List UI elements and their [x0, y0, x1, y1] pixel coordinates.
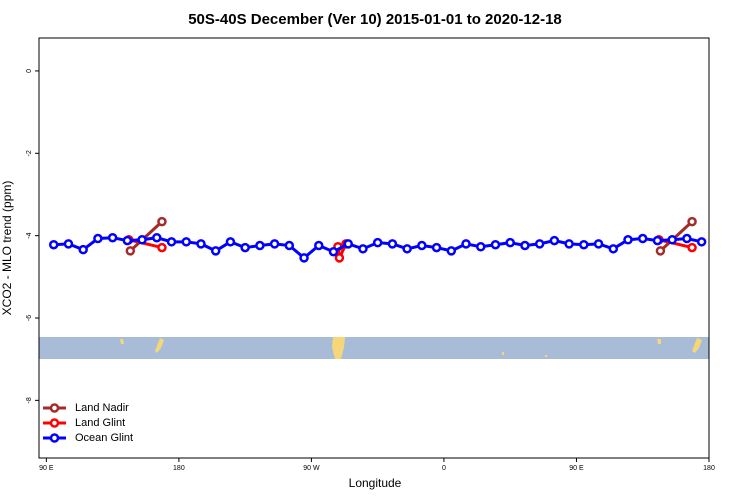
- point: [196, 239, 206, 249]
- x-tick-label: 180: [173, 465, 185, 472]
- point: [314, 240, 324, 251]
- series-line: [129, 220, 163, 252]
- point: [696, 237, 707, 247]
- y-tick-label: -4: [26, 232, 33, 238]
- legend-marker: [49, 418, 60, 428]
- point: [687, 242, 697, 253]
- chart-title: 50S-40S December (Ver 10) 2015-01-01 to …: [188, 11, 562, 28]
- y-tick-label: -2: [26, 150, 33, 156]
- point: [387, 239, 398, 249]
- point: [446, 246, 457, 256]
- point: [137, 235, 147, 245]
- point: [637, 233, 648, 244]
- point: [372, 237, 383, 248]
- legend-label: Land Glint: [75, 417, 125, 429]
- point: [417, 240, 427, 251]
- point: [431, 242, 442, 253]
- point: [623, 235, 633, 245]
- point: [358, 244, 368, 254]
- point: [48, 239, 59, 250]
- point: [78, 244, 88, 255]
- point: [122, 235, 133, 246]
- point: [549, 235, 560, 246]
- x-tick-label: 90 E: [39, 465, 54, 472]
- point: [125, 246, 136, 256]
- point: [210, 246, 221, 256]
- legend-label: Land Nadir: [75, 402, 129, 414]
- point: [652, 235, 663, 246]
- y-tick-label: -6: [26, 315, 33, 321]
- point: [157, 242, 167, 253]
- point: [579, 239, 589, 250]
- point: [152, 232, 162, 243]
- point: [461, 239, 471, 249]
- point: [655, 246, 666, 256]
- x-axis-label: Longitude: [349, 476, 402, 490]
- point: [157, 216, 167, 227]
- point: [299, 253, 309, 263]
- point: [520, 240, 530, 251]
- point: [269, 239, 280, 249]
- x-tick-label: 90 E: [569, 465, 584, 472]
- map-strip: [39, 337, 709, 359]
- point: [490, 239, 501, 250]
- legend-marker: [49, 433, 60, 443]
- y-axis-label: XCO2 - MLO trend (ppm): [0, 181, 14, 316]
- x-tick-label: 0: [442, 465, 446, 472]
- point: [402, 244, 412, 254]
- point: [534, 239, 545, 249]
- x-tick-label: 90 W: [303, 465, 320, 472]
- legend-label: Ocean Glint: [75, 432, 133, 444]
- y-tick-label: -8: [26, 397, 33, 403]
- point: [564, 239, 574, 249]
- legend-marker: [49, 403, 60, 413]
- plot-frame: [38, 37, 710, 459]
- point: [476, 242, 486, 252]
- point: [343, 239, 353, 249]
- point: [687, 216, 697, 227]
- point: [328, 246, 339, 257]
- point: [682, 233, 692, 244]
- point: [181, 237, 192, 247]
- point: [93, 233, 103, 244]
- point: [107, 232, 118, 243]
- point: [334, 253, 345, 263]
- point: [63, 239, 74, 249]
- point: [608, 244, 619, 254]
- x-tick-label: 180: [703, 465, 715, 472]
- point: [505, 237, 515, 248]
- point: [284, 240, 295, 251]
- point: [667, 235, 677, 245]
- y-tick-label: 0: [26, 69, 33, 73]
- point: [255, 240, 265, 251]
- point: [166, 237, 177, 247]
- point: [240, 242, 250, 253]
- point: [593, 239, 604, 249]
- series-line: [659, 220, 694, 252]
- point: [225, 237, 236, 247]
